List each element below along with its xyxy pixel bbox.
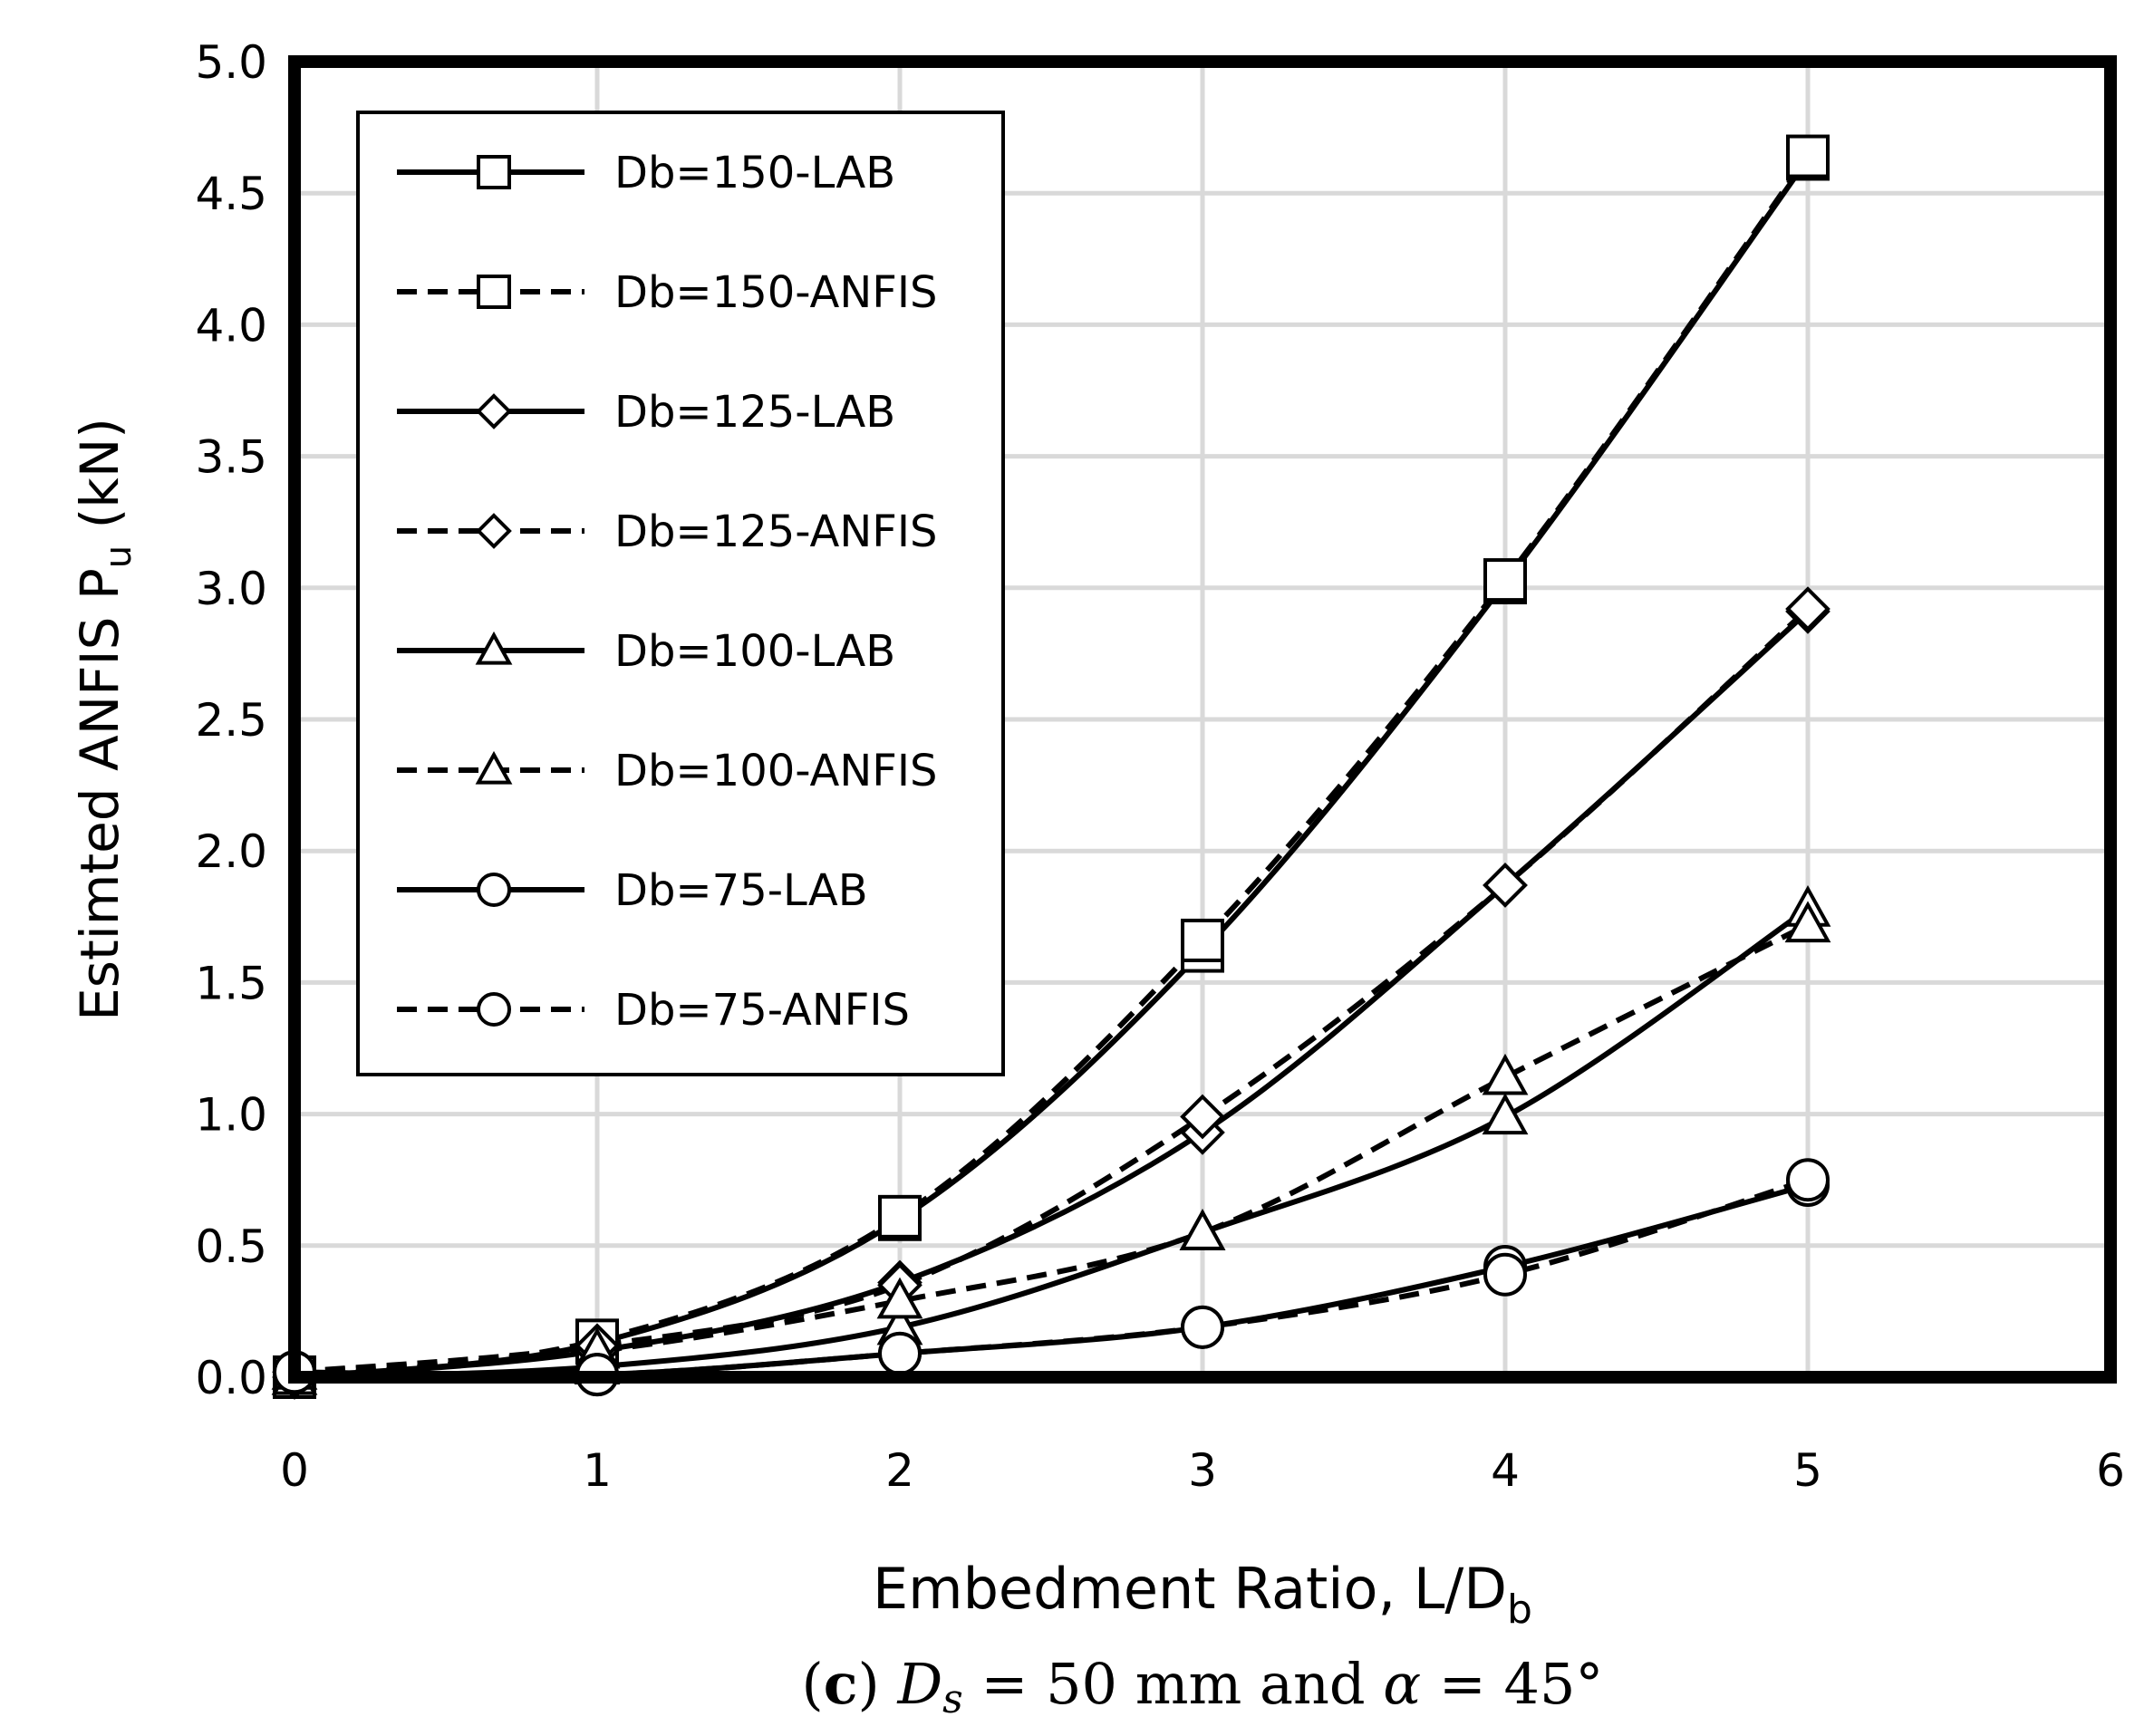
- y-tick-label: 1.5: [195, 957, 267, 1009]
- legend-marker-square: [477, 275, 511, 309]
- x-tick-label: 3: [1188, 1444, 1217, 1497]
- y-tick-label: 4.5: [195, 168, 267, 220]
- data-point-diamond: [1785, 586, 1830, 632]
- legend-label: Db=75-LAB: [614, 865, 868, 916]
- data-point-circle: [1181, 1305, 1224, 1349]
- data-point-circle: [1483, 1252, 1527, 1297]
- caption-letter: c: [824, 1651, 858, 1717]
- legend-label: Db=100-ANFIS: [614, 746, 938, 796]
- series-line: [294, 921, 1810, 1375]
- y-axis-label-subscript: u: [98, 545, 140, 568]
- legend-label: Db=75-ANFIS: [614, 985, 910, 1036]
- legend-label: Db=100-LAB: [614, 626, 895, 677]
- x-axis-label: Embedment Ratio, L/Db: [873, 1556, 1532, 1633]
- legend-marker-diamond: [476, 393, 512, 429]
- plot-frame: [288, 55, 2117, 1384]
- x-tick-label: 2: [885, 1444, 914, 1497]
- series-line: [294, 606, 1811, 1375]
- data-point-square: [1786, 134, 1830, 178]
- caption-ds: D: [896, 1651, 942, 1717]
- caption-alpha: α: [1383, 1651, 1421, 1717]
- data-point-triangle: [1482, 1093, 1529, 1135]
- y-axis-label: Estimted ANFIS Pu (kN): [69, 418, 140, 1021]
- y-tick-label: 2.0: [195, 825, 267, 878]
- data-point-triangle: [1784, 901, 1831, 943]
- data-point-square: [878, 1194, 922, 1239]
- legend-label: Db=150-LAB: [614, 148, 895, 198]
- y-axis-label-unit: (kN): [69, 418, 130, 545]
- y-tick-label: 0.0: [195, 1352, 267, 1404]
- legend-label: Db=150-ANFIS: [614, 267, 938, 318]
- data-point-square: [1483, 558, 1527, 603]
- y-tick-label: 0.5: [195, 1220, 267, 1273]
- legend-marker-square: [477, 155, 511, 189]
- y-tick-label: 3.5: [195, 431, 267, 484]
- figure-caption: (c) Ds = 50 mm and α = 45°: [802, 1651, 1604, 1722]
- legend-box: [356, 111, 1005, 1076]
- data-point-square: [1181, 918, 1224, 962]
- y-tick-label: 4.0: [195, 299, 267, 352]
- data-point-circle: [878, 1331, 922, 1375]
- legend-marker-triangle: [475, 750, 513, 785]
- series-markers: [271, 134, 1831, 1400]
- data-point-diamond: [1180, 1094, 1225, 1140]
- x-tick-label: 0: [280, 1444, 309, 1497]
- x-tick-label: 5: [1793, 1444, 1822, 1497]
- x-axis-label-subscript: b: [1507, 1587, 1532, 1633]
- legend-marker-circle: [477, 992, 511, 1027]
- legend-label: Db=125-LAB: [614, 387, 895, 438]
- x-tick-label: 1: [583, 1444, 612, 1497]
- data-point-triangle: [1482, 1053, 1529, 1095]
- data-point-diamond: [1483, 863, 1528, 908]
- x-tick-labels: 0 1 2 3 4 5 6: [280, 1444, 2125, 1497]
- y-tick-label: 3.0: [195, 563, 267, 615]
- x-tick-label: 6: [2096, 1444, 2125, 1497]
- series-line: [294, 906, 1810, 1380]
- y-tick-label: 1.0: [195, 1089, 267, 1142]
- data-point-triangle: [1179, 1209, 1226, 1250]
- y-tick-label: 2.5: [195, 694, 267, 747]
- y-tick-label: 5.0: [195, 36, 267, 89]
- caption-ds-subscript: s: [942, 1676, 963, 1722]
- legend-marker-circle: [477, 873, 511, 907]
- x-tick-label: 4: [1491, 1444, 1520, 1497]
- legend-marker-diamond: [476, 513, 512, 549]
- series-line: [294, 154, 1811, 1380]
- data-point-triangle: [876, 1277, 923, 1319]
- y-tick-labels: 0.0 0.5 1.0 1.5 2.0 2.5 3.0 3.5 4.0 4.5 5.0: [195, 36, 267, 1404]
- legend: Db=150-LAB Db=150-ANFIS Db=125-LAB Db=125-A…: [356, 111, 1005, 1076]
- legend-label: Db=125-ANFIS: [614, 506, 938, 557]
- data-point-circle: [1786, 1158, 1830, 1202]
- legend-marker-triangle: [475, 631, 513, 665]
